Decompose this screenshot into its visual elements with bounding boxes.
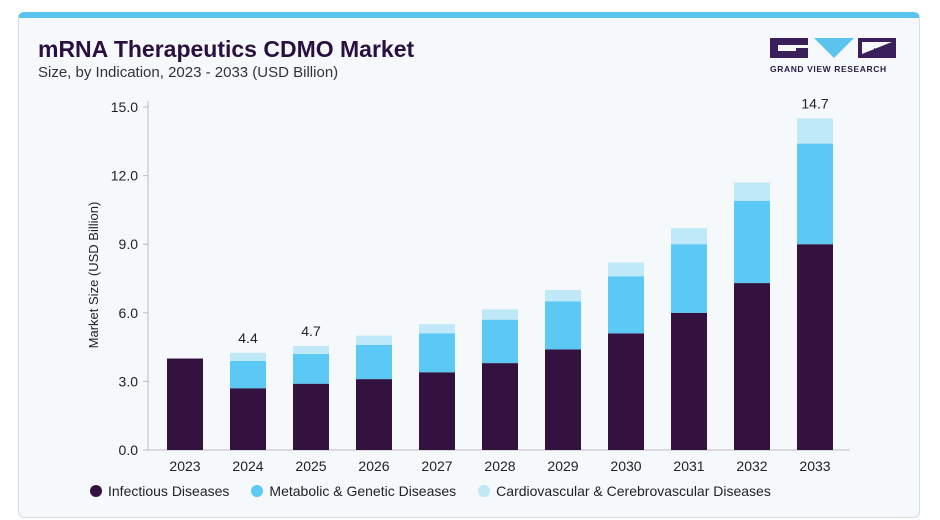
- bar-segment: [608, 333, 644, 450]
- legend-item-cardiovascular: Cardiovascular & Cerebrovascular Disease…: [478, 483, 771, 499]
- page-subtitle: Size, by Indication, 2023 - 2033 (USD Bi…: [38, 64, 339, 81]
- legend-label: Infectious Diseases: [108, 483, 230, 499]
- legend-swatch-infectious: [90, 485, 102, 497]
- bar-segment: [356, 379, 392, 450]
- x-tick-label: 2025: [295, 458, 326, 474]
- bar-segment: [230, 352, 266, 361]
- legend-swatch-metabolic: [251, 485, 264, 497]
- bar-segment: [608, 276, 644, 334]
- bar-segment: [608, 262, 644, 277]
- y-tick-label: 3.0: [119, 373, 139, 389]
- brand-name: GRAND VIEW RESEARCH: [770, 64, 887, 74]
- bar-segment: [293, 383, 329, 450]
- x-tick-label: 2024: [232, 458, 263, 474]
- bar-segment: [671, 312, 707, 450]
- bar-segment: [230, 388, 266, 450]
- x-tick-label: 2027: [421, 458, 452, 474]
- bar-segment: [797, 118, 833, 144]
- bar-segment: [545, 301, 581, 350]
- y-tick-label: 15.0: [111, 99, 138, 115]
- x-tick-label: 2033: [799, 458, 830, 474]
- y-tick-label: 12.0: [111, 168, 138, 184]
- bar-segment: [734, 182, 770, 201]
- bar-segment: [797, 143, 833, 245]
- bar-segment: [230, 360, 266, 389]
- bar-segment: [671, 244, 707, 313]
- x-tick-label: 2023: [169, 458, 200, 474]
- y-tick-label: 9.0: [119, 236, 139, 252]
- legend-swatch-cardiovascular: [478, 485, 491, 497]
- bar-segment: [797, 244, 833, 450]
- x-tick-label: 2026: [358, 458, 389, 474]
- bar-segment: [419, 333, 455, 373]
- brand-logo: GRAND VIEW RESEARCH: [770, 36, 896, 76]
- bar-segment: [734, 283, 770, 450]
- bar-segment: [734, 200, 770, 284]
- bar-segment: [293, 353, 329, 384]
- data-label: 4.4: [238, 330, 258, 346]
- y-tick-label: 0.0: [119, 442, 139, 458]
- legend-item-metabolic: Metabolic & Genetic Diseases: [251, 483, 456, 499]
- page-title: mRNA Therapeutics CDMO Market: [38, 36, 415, 62]
- x-tick-label: 2032: [736, 458, 767, 474]
- bar-segment: [482, 363, 518, 450]
- bar-segment: [167, 358, 203, 450]
- chart-legend: Infectious Diseases Metabolic & Genetic …: [90, 483, 771, 499]
- legend-label: Metabolic & Genetic Diseases: [269, 483, 457, 499]
- bar-segment: [482, 309, 518, 320]
- chart-labels: 2023 2024 4.4 2025 4.7 2026 2027 2028 2029 2030 20…: [169, 95, 830, 474]
- bar-segment: [482, 319, 518, 364]
- bar-segment: [671, 228, 707, 245]
- chart-bars: [167, 118, 833, 450]
- bar-segment: [356, 344, 392, 380]
- bar-segment: [419, 372, 455, 450]
- x-tick-label: 2030: [610, 458, 641, 474]
- data-label: 14.7: [801, 95, 828, 111]
- bar-segment: [545, 349, 581, 450]
- legend-label: Cardiovascular & Cerebrovascular Disease…: [496, 483, 771, 499]
- x-tick-label: 2031: [673, 458, 704, 474]
- brand-logo-icon: [770, 38, 896, 58]
- bar-segment: [293, 345, 329, 354]
- bar-segment: [545, 289, 581, 302]
- x-tick-label: 2028: [484, 458, 515, 474]
- y-tick-label: 6.0: [119, 305, 139, 321]
- bar-segment: [356, 335, 392, 345]
- y-axis-label: Market Size (USD Billion): [86, 202, 101, 349]
- legend-item-infectious: Infectious Diseases: [90, 483, 229, 499]
- data-label: 4.7: [301, 323, 321, 339]
- bar-segment: [419, 324, 455, 334]
- x-tick-label: 2029: [547, 458, 578, 474]
